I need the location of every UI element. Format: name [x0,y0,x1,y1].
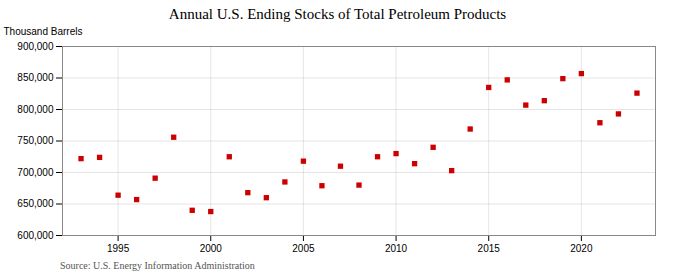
svg-text:600,000: 600,000 [17,230,54,241]
svg-text:800,000: 800,000 [17,104,54,115]
svg-text:2015: 2015 [478,243,501,254]
svg-text:1995: 1995 [107,243,130,254]
svg-text:850,000: 850,000 [17,72,54,83]
html-text:Source: U.S. Energy Informatio: Source: U.S. Energy Information Administ… [60,260,255,271]
svg-text:2000: 2000 [200,243,223,254]
svg-text:750,000: 750,000 [17,135,54,146]
html-text:Annual U.S. Ending Stocks of T: Annual U.S. Ending Stocks of Total Petro… [168,6,507,22]
svg-text:Thousand Barrels: Thousand Barrels [4,26,83,37]
svg-text:2020: 2020 [570,243,593,254]
svg-text:700,000: 700,000 [17,167,54,178]
svg-text:2005: 2005 [292,243,315,254]
svg-text:2010: 2010 [385,243,408,254]
svg-text:900,000: 900,000 [17,41,54,52]
svg-text:650,000: 650,000 [17,198,54,209]
